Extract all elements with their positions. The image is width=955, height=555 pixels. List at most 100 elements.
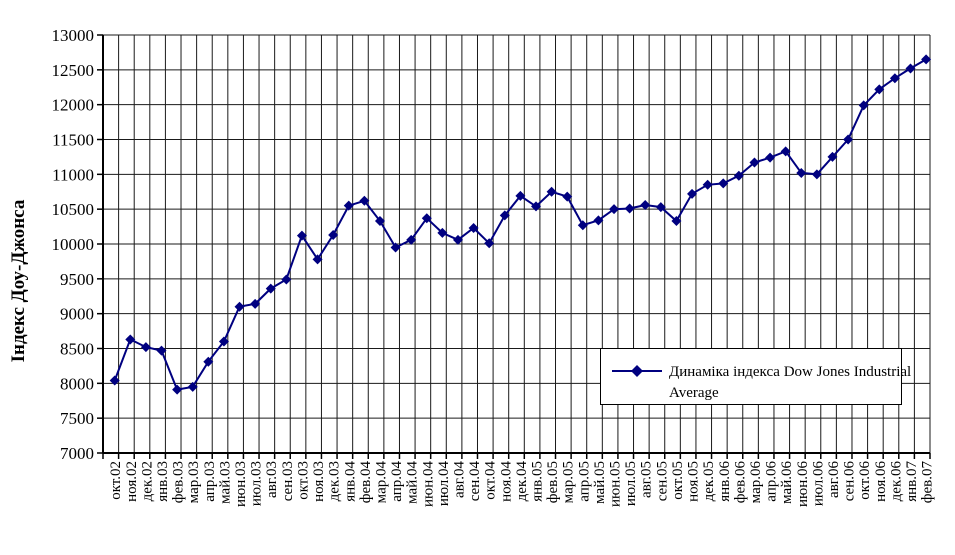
x-tick-label: апр.06 (764, 461, 780, 502)
y-tick-label: 12500 (52, 61, 95, 80)
data-point-marker (312, 254, 323, 265)
data-point-marker (265, 283, 276, 294)
x-tick-label: май.03 (217, 461, 233, 504)
data-point-marker (749, 157, 760, 168)
data-point-marker (499, 210, 510, 221)
x-tick-label: окт.02 (108, 461, 124, 500)
data-point-marker (562, 191, 573, 202)
x-tick-label: июн.04 (420, 461, 436, 508)
x-axis-ticks (102, 453, 931, 459)
data-point-marker (905, 63, 916, 74)
y-tick-label: 10500 (52, 200, 95, 219)
data-point-marker (671, 216, 682, 227)
data-point-marker (874, 84, 885, 95)
data-point-marker (531, 201, 542, 212)
x-tick-label: мар.04 (373, 461, 389, 504)
data-point-marker (796, 167, 807, 178)
data-point-marker (577, 220, 588, 231)
data-point-marker (827, 151, 838, 162)
x-tick-label: дек.05 (701, 461, 717, 501)
y-tick-label: 13000 (52, 26, 95, 45)
y-tick-label: 9500 (60, 270, 94, 289)
x-tick-label: авг.03 (264, 461, 280, 498)
x-tick-label: апр.04 (389, 461, 405, 502)
data-point-marker (609, 204, 620, 215)
x-tick-label: янв.06 (717, 461, 733, 502)
data-point-marker (624, 203, 635, 214)
x-tick-label: авг.04 (451, 461, 467, 498)
data-point-marker (172, 384, 183, 395)
data-point-marker (702, 179, 713, 190)
y-tick-label: 8000 (60, 374, 94, 393)
x-tick-label: дек.06 (888, 461, 904, 502)
y-tick-label: 7000 (60, 444, 94, 463)
data-point-marker (687, 188, 698, 199)
x-tick-label: мар.05 (561, 461, 577, 503)
x-tick-label: июн.05 (608, 461, 624, 507)
data-point-marker (515, 190, 526, 201)
x-tick-label: фев.06 (732, 461, 748, 504)
x-tick-label: ноя.06 (873, 461, 889, 502)
data-point-marker (390, 242, 401, 253)
data-point-marker (655, 202, 666, 213)
x-tick-label: ноя.05 (686, 461, 702, 502)
data-point-marker (811, 169, 822, 180)
data-point-marker (203, 356, 214, 367)
x-tick-label: июл.04 (436, 461, 452, 507)
series-line (113, 58, 927, 391)
x-tick-label: сен.05 (654, 461, 670, 501)
legend-label-line2: Average (669, 385, 719, 401)
data-point-marker (843, 134, 854, 145)
x-tick-label: окт.04 (483, 461, 499, 500)
x-tick-label: сен.06 (842, 461, 858, 502)
x-tick-label: янв.03 (155, 461, 171, 502)
x-tick-label: авг.05 (639, 461, 655, 498)
x-tick-label: май.04 (405, 461, 421, 504)
x-tick-label: сен.04 (467, 461, 483, 502)
x-tick-label: июл.05 (623, 461, 639, 506)
data-point-marker (140, 342, 151, 353)
x-tick-label: дек.02 (139, 461, 155, 501)
x-tick-label: окт.05 (670, 461, 686, 500)
data-point-marker (593, 215, 604, 226)
data-point-marker (125, 334, 136, 345)
y-tick-label: 12000 (52, 96, 95, 115)
data-point-marker (406, 234, 417, 245)
legend-marker-diamond-icon (631, 365, 643, 377)
y-tick-label: 11000 (52, 165, 94, 184)
y-tick-label: 7500 (60, 409, 94, 428)
y-tick-label: 10000 (52, 235, 95, 254)
legend-box (600, 348, 902, 405)
x-tick-label: дек.03 (327, 461, 343, 501)
y-tick-label: 11500 (52, 131, 94, 150)
x-tick-label: сен.03 (280, 461, 296, 501)
x-tick-label: апр.03 (202, 461, 218, 502)
x-tick-label: фев.03 (171, 461, 187, 503)
legend: Динаміка індекса Dow Jones Industrial Av… (600, 348, 911, 405)
x-tick-label: июл.03 (249, 461, 265, 506)
data-point-marker (281, 274, 292, 285)
x-tick-label: янв.07 (904, 461, 920, 502)
data-point-marker (156, 345, 167, 356)
data-point-marker (546, 186, 557, 197)
y-tick-label: 8500 (60, 340, 94, 359)
data-point-marker (374, 216, 385, 227)
y-axis-ticks (97, 34, 103, 454)
data-point-marker (109, 375, 120, 386)
x-tick-label: фев.05 (545, 461, 561, 503)
data-point-marker (733, 170, 744, 181)
x-tick-label: мар.06 (748, 461, 764, 504)
data-point-marker (187, 381, 198, 392)
series-dow-jones (109, 54, 932, 395)
y-tick-label: 9000 (60, 305, 94, 324)
data-point-marker (421, 213, 432, 224)
data-point-marker (780, 146, 791, 157)
x-tick-label: май.06 (779, 461, 795, 504)
data-point-marker (218, 336, 229, 347)
x-tick-label: янв.05 (530, 461, 546, 502)
x-tick-label: июл.06 (810, 461, 826, 507)
x-tick-label: окт.03 (295, 461, 311, 500)
data-point-marker (921, 54, 932, 65)
